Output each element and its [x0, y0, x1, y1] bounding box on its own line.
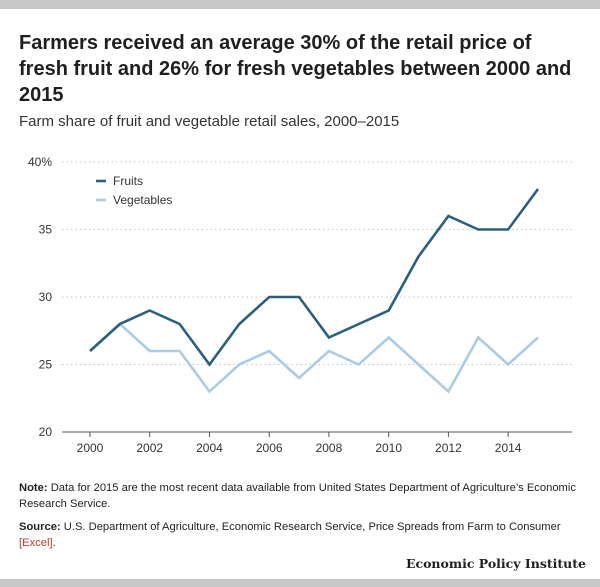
y-tick-label: 40% — [28, 155, 52, 169]
series-line-vegetables — [89, 322, 539, 394]
source-end: . — [52, 537, 56, 549]
note-paragraph: Note: Data for 2015 are the most recent … — [19, 480, 584, 512]
legend-label-vegetables: Vegetables — [113, 193, 172, 207]
x-tick-label: 2008 — [316, 441, 343, 455]
x-tick-label: 2010 — [375, 441, 402, 455]
series-line-fruits — [89, 188, 540, 367]
x-tick-label: 2002 — [136, 441, 163, 455]
y-tick-label: 20 — [39, 425, 53, 439]
source-paragraph: Source: U.S. Department of Agriculture, … — [19, 519, 584, 551]
note-label: Note: — [19, 482, 48, 494]
x-tick-label: 2000 — [77, 441, 104, 455]
legend: Fruits Vegetables — [96, 174, 172, 207]
chart-title: Farmers received an average 30% of the r… — [19, 32, 572, 106]
note-text: Data for 2015 are the most recent data a… — [19, 482, 576, 510]
gridlines — [62, 161, 572, 433]
source-text: U.S. Department of Agriculture, Economic… — [63, 521, 561, 533]
x-tick-label: 2012 — [435, 441, 462, 455]
x-tick-label: 2014 — [495, 441, 522, 455]
y-tick-label: 30 — [39, 290, 53, 304]
y-axis-ticks: 20 25 30 35 40% — [28, 155, 52, 439]
x-tick-label: 2004 — [196, 441, 223, 455]
top-border — [0, 0, 600, 9]
x-tick-label: 2006 — [256, 441, 283, 455]
legend-label-fruits: Fruits — [113, 174, 143, 188]
line-chart: 20 25 30 35 40% 2000 2002 2004 2006 2008 2010 2012… — [28, 155, 572, 455]
series-lines — [89, 188, 540, 394]
source-label: Source: — [19, 521, 61, 533]
y-tick-label: 35 — [39, 223, 53, 237]
brand-logo: Economic Policy Institute — [405, 556, 586, 571]
chart-notes: Note: Data for 2015 are the most recent … — [19, 480, 584, 558]
excel-link[interactable]: [Excel] — [19, 537, 53, 549]
chart-subtitle: Farm share of fruit and vegetable retail… — [19, 113, 400, 130]
x-axis-ticks: 2000 2002 2004 2006 2008 2010 2012 2014 — [77, 432, 522, 455]
bottom-border — [0, 579, 600, 587]
y-tick-label: 25 — [39, 358, 53, 372]
